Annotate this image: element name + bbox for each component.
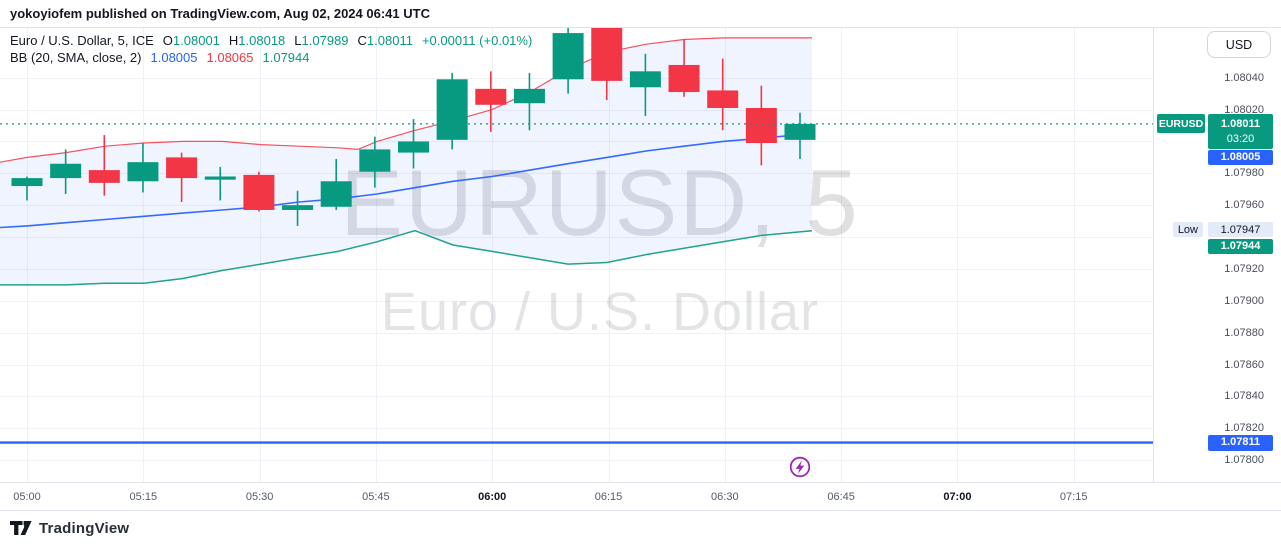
candle-body [629, 71, 661, 88]
tradingview-logo[interactable]: TradingView [10, 520, 129, 537]
price-tick-label: 1.08040 [1224, 71, 1264, 84]
bb-indicator-value: 1.07944 [262, 50, 310, 65]
indicator-legend-row: BB (20, SMA, close, 2) 1.08005 1.08065 1.07… [10, 49, 532, 66]
price-tick-label: 1.07820 [1224, 422, 1264, 435]
bb-indicator-value: 1.08065 [206, 50, 254, 65]
symbol-legend-row: Euro / U.S. Dollar, 5, ICE O1.08001 H1.080… [10, 32, 532, 49]
lightning-bolt-glyph [795, 460, 805, 474]
time-tick-label: 07:15 [1059, 490, 1088, 503]
time-tick-label: 06:30 [711, 490, 739, 503]
time-tick-label: 05:15 [129, 490, 158, 503]
time-tick-label: 05:30 [245, 490, 274, 503]
time-tick-label: 06:45 [827, 490, 855, 503]
tradingview-logo-icon [10, 520, 32, 535]
indicator-values: 1.08005 1.08065 1.07944 [142, 50, 310, 65]
watermark-symbol: EURUSD, 5 [340, 150, 859, 255]
ohlc-value-l: L1.07989 [294, 33, 349, 48]
symbol-name-badge: EURUSD [1157, 114, 1205, 134]
candle-body [552, 33, 584, 80]
price-axis[interactable]: USD 1.08040 1.08020 1.07980 1.07960 1.07920 1… [1153, 28, 1281, 482]
candle-body [745, 107, 777, 144]
ohlc-value-o: O1.08001 [162, 33, 220, 48]
ohlc-value-h: H1.08018 [228, 33, 286, 48]
bb-indicator-value: 1.08005 [150, 50, 198, 65]
candle-body [204, 176, 236, 180]
publish-text: yokoyiofem published on TradingView.com,… [10, 6, 430, 21]
price-tick-label: 1.08020 [1224, 103, 1264, 116]
bollinger-upper-band [0, 37, 812, 163]
time-axis[interactable]: 05:00 05:15 05:30 05:45 06:00 06:15 06:30 06:45… [0, 482, 1281, 510]
currency-button[interactable]: USD [1207, 31, 1271, 58]
price-tick-label: 1.07880 [1224, 326, 1264, 339]
bollinger-lower-band [0, 229, 813, 286]
candle-body [50, 163, 82, 179]
change-value: +0.00011 (+0.01%) [421, 33, 533, 48]
candle-body [475, 88, 507, 105]
candle-body [668, 64, 700, 93]
bb-basis-price-badge: 1.08005 [1208, 149, 1273, 166]
last-price-badge: 1.08011 03:20 [1208, 114, 1273, 150]
publish-bar: yokoyiofem published on TradingView.com,… [0, 0, 1281, 28]
candle-body [166, 157, 198, 179]
chart-pane[interactable]: EURUSD, 5 Euro / U.S. Dollar Euro / U.S. … [0, 28, 1153, 482]
indicator-title[interactable]: BB (20, SMA, close, 2) [10, 50, 142, 65]
time-tick-label: 07:00 [943, 490, 972, 503]
hline-price-badge: 1.07811 [1208, 434, 1273, 451]
bollinger-middle-band [0, 132, 813, 229]
price-tick-label: 1.07900 [1224, 294, 1264, 307]
candle-body [127, 162, 159, 182]
candle-body [398, 141, 429, 153]
price-tick-label: 1.07860 [1224, 358, 1264, 371]
time-tick-label: 06:00 [478, 490, 507, 503]
price-tick-label: 1.07800 [1224, 454, 1264, 467]
low-marker-label: Low [1172, 221, 1203, 238]
candle-body [436, 79, 468, 140]
chart-legend: Euro / U.S. Dollar, 5, ICE O1.08001 H1.080… [10, 32, 532, 66]
candle-body [707, 90, 739, 108]
bb-lower-price-badge: 1.07944 [1208, 238, 1273, 255]
bollinger-fill [0, 37, 812, 285]
low-price-chip: 1.07947 [1208, 221, 1273, 238]
candle-body [359, 149, 391, 172]
time-tick-label: 06:15 [594, 490, 623, 503]
watermark-name: Euro / U.S. Dollar [381, 282, 819, 342]
tradingview-logo-text: TradingView [39, 519, 130, 537]
price-tick-label: 1.07840 [1224, 390, 1264, 403]
candle-body [282, 205, 314, 210]
time-tick-label: 05:45 [362, 490, 390, 503]
candle-body [11, 178, 43, 187]
ohlc-value-c: C1.08011 [357, 33, 413, 48]
candle-body [320, 181, 352, 207]
candle-body [784, 123, 816, 140]
candle-body [513, 88, 545, 104]
price-tick-label: 1.07920 [1224, 262, 1264, 275]
time-tick-label: 05:00 [13, 490, 41, 503]
candlestick-chart: EURUSD, 5 Euro / U.S. Dollar [0, 28, 1153, 482]
ohlc-values: O1.08001 H1.08018 L1.07989 C1.08011 [154, 33, 413, 48]
price-tick-label: 1.07980 [1224, 167, 1264, 180]
candle-body [591, 28, 623, 81]
candle-body [88, 170, 120, 183]
bottom-bar: TradingView [0, 510, 1281, 545]
candle-body [243, 174, 275, 210]
symbol-title[interactable]: Euro / U.S. Dollar, 5, ICE [10, 33, 154, 48]
price-tick-label: 1.07960 [1224, 199, 1264, 212]
